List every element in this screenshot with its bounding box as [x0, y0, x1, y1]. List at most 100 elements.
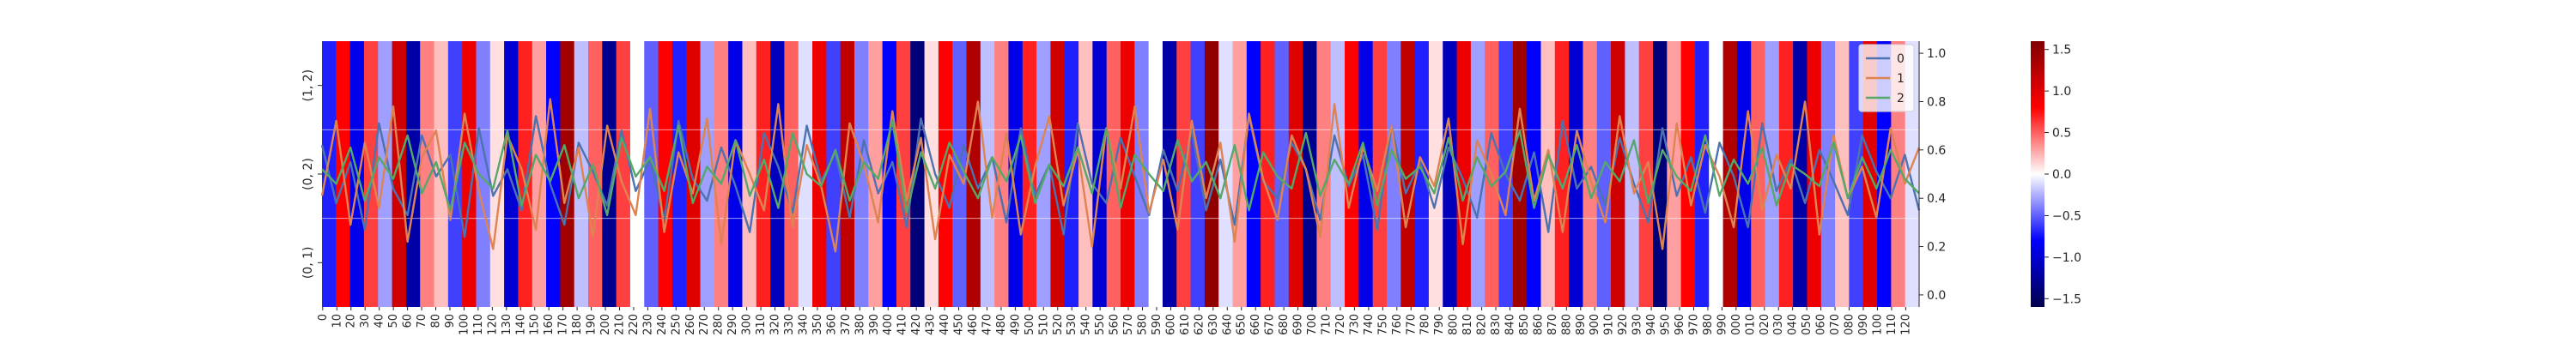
heatmap-column-82: [1470, 41, 1485, 307]
x-tick-label-9: 90: [444, 314, 457, 328]
x-tick-label-101: 010: [1744, 314, 1757, 335]
x-tick-label-3: 30: [359, 314, 372, 328]
heatmap-column-41: [896, 41, 911, 307]
x-tick-label-5: 50: [387, 314, 400, 328]
heatmap-column-36: [826, 41, 841, 307]
x-tick-label-34: 340: [797, 314, 810, 335]
x-tick-label-2: 20: [345, 314, 358, 328]
x-tick-label-33: 330: [783, 314, 796, 335]
x-tick-label-18: 180: [571, 314, 584, 335]
x-tick-label-43: 430: [925, 314, 938, 335]
x-tick-label-45: 450: [953, 314, 966, 335]
x-tick-label-19: 190: [586, 314, 598, 335]
heatmap-column-17: [560, 41, 575, 307]
x-tick-label-29: 290: [726, 314, 739, 335]
x-tick-label-97: 970: [1687, 314, 1700, 335]
heatmap-column-6: [405, 41, 421, 307]
heatmap-column-89: [1569, 41, 1584, 307]
x-tick-label-37: 370: [840, 314, 853, 335]
heatmap-column-58: [1134, 41, 1150, 307]
x-tick-label-51: 510: [1037, 314, 1050, 335]
heatmap-column-92: [1611, 41, 1625, 307]
x-tick-label-83: 830: [1490, 314, 1503, 335]
heatmap-column-31: [756, 41, 771, 307]
heatmap-column-94: [1638, 41, 1654, 307]
heatmap-column-4: [378, 41, 393, 307]
x-tick-label-14: 140: [514, 314, 527, 335]
x-tick-label-50: 500: [1024, 314, 1036, 335]
heatmap-column-100: [1722, 41, 1738, 307]
heatmap-column-40: [882, 41, 897, 307]
x-tick-label-111: 110: [1886, 314, 1899, 335]
heatmap-column-15: [532, 41, 547, 307]
colorbar-tick-label-2: −0.5: [2052, 209, 2081, 223]
legend-label-2: 2: [1897, 92, 1905, 105]
x-tick-label-68: 680: [1278, 314, 1291, 335]
heatmap-column-51: [1036, 41, 1052, 307]
heatmap-column-98: [1694, 41, 1710, 307]
x-tick-label-72: 720: [1334, 314, 1347, 335]
x-tick-label-52: 520: [1052, 314, 1065, 335]
heatmap-cells: [322, 41, 1920, 307]
x-tick-label-60: 600: [1164, 314, 1177, 335]
heatmap-column-27: [700, 41, 715, 307]
heatmap-column-67: [1261, 41, 1276, 307]
x-tick-label-41: 410: [896, 314, 909, 335]
heatmap-column-21: [616, 41, 631, 307]
heatmap-column-32: [770, 41, 786, 307]
x-tick-label-15: 150: [529, 314, 542, 335]
heatmap-column-106: [1807, 41, 1822, 307]
x-tick-label-32: 320: [769, 314, 782, 335]
x-tick-label-25: 250: [670, 314, 683, 335]
right-y-axis: 0.0 0.2 0.4 0.6 0.8 1.0: [1918, 41, 1946, 307]
x-tick-label-66: 660: [1249, 314, 1262, 335]
x-tick-label-65: 650: [1236, 314, 1249, 335]
x-tick-label-53: 530: [1066, 314, 1078, 335]
x-tick-label-93: 930: [1631, 314, 1644, 335]
x-tick-label-70: 700: [1306, 314, 1319, 335]
x-tick-label-107: 070: [1829, 314, 1842, 335]
heatmap-column-9: [447, 41, 463, 307]
heatmap-column-49: [1008, 41, 1024, 307]
heatmap-column-59: [1148, 41, 1163, 307]
x-tick-label-104: 040: [1787, 314, 1800, 335]
x-tick-label-77: 770: [1405, 314, 1418, 335]
heatmap-column-38: [854, 41, 869, 307]
heatmap-column-26: [686, 41, 702, 307]
x-tick-label-21: 210: [613, 314, 626, 335]
x-tick-label-74: 740: [1363, 314, 1376, 335]
heatmap-column-76: [1387, 41, 1401, 307]
heatmap-column-81: [1456, 41, 1472, 307]
heatmap-column-102: [1751, 41, 1766, 307]
x-tick-label-11: 110: [472, 314, 485, 335]
x-tick-label-79: 790: [1433, 314, 1446, 335]
heatmap-column-96: [1667, 41, 1682, 307]
heatmap-column-42: [910, 41, 926, 307]
x-tick-label-28: 280: [713, 314, 726, 335]
colorbar-tick-label-6: 1.5: [2052, 44, 2071, 57]
x-tick-label-102: 020: [1759, 314, 1771, 335]
x-tick-label-1: 10: [331, 314, 343, 328]
x-tick-label-46: 460: [967, 314, 980, 335]
x-tick-label-75: 750: [1376, 314, 1389, 335]
x-tick-label-78: 780: [1419, 314, 1432, 335]
heatmap-column-101: [1736, 41, 1752, 307]
x-tick-label-100: 000: [1730, 314, 1743, 335]
x-tick-label-91: 910: [1603, 314, 1616, 335]
heatmap-column-91: [1596, 41, 1612, 307]
x-tick-label-89: 890: [1575, 314, 1588, 335]
x-tick-label-69: 690: [1292, 314, 1305, 335]
x-tick-label-27: 270: [698, 314, 711, 335]
x-tick-label-84: 840: [1504, 314, 1516, 335]
x-axis: 0 10 20 30 40 50 60 70 80 90 100 110 120 130 140 150 160…: [317, 307, 1912, 335]
heatmap-column-87: [1540, 41, 1556, 307]
legend-label-0: 0: [1897, 52, 1905, 66]
x-tick-label-105: 050: [1801, 314, 1814, 335]
x-tick-label-96: 960: [1674, 314, 1686, 335]
x-tick-label-47: 470: [981, 314, 993, 335]
row-label-2: (1, 2): [301, 69, 315, 102]
heatmap-column-60: [1162, 41, 1177, 307]
heatmap-column-18: [574, 41, 589, 307]
x-tick-label-64: 640: [1221, 314, 1234, 335]
